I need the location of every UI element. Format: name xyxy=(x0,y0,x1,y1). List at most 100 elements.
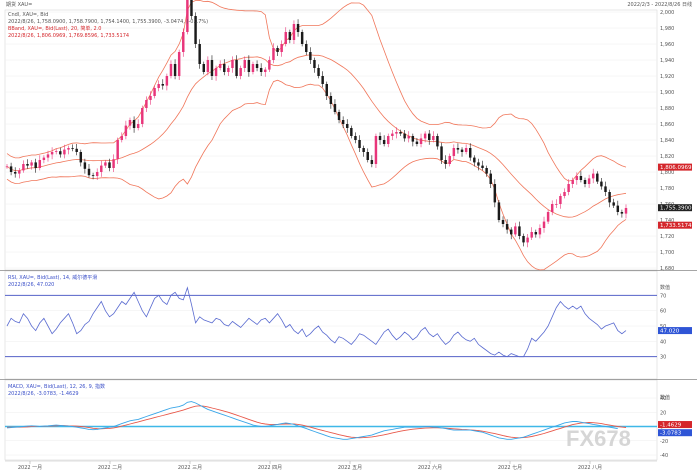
upper-band-label-bg xyxy=(658,163,692,171)
candle-body xyxy=(575,176,579,180)
candle-body xyxy=(346,124,349,128)
candle-body xyxy=(169,64,173,76)
rsi-y-tick-label: 60 xyxy=(660,309,666,315)
candle-body xyxy=(288,32,292,40)
macd-header-line-2: 2022/8/26, -3.0783, -1.4629 xyxy=(8,391,79,397)
rsi-panel-frame xyxy=(4,270,658,380)
candle-body xyxy=(497,202,501,220)
candle-body xyxy=(157,84,160,88)
candle-body xyxy=(30,162,33,166)
candle-body xyxy=(403,133,406,139)
candle-body xyxy=(538,228,542,235)
candle-body xyxy=(493,184,497,203)
price-y-tick-label: 1,900 xyxy=(660,90,674,96)
candle-body xyxy=(75,148,78,152)
price-y-tick-label: 1,680 xyxy=(660,266,674,272)
last-price-label: 1,755.3900 xyxy=(660,206,692,212)
candle-body xyxy=(567,184,570,192)
candle-body xyxy=(34,162,37,168)
macd-signal-label-bg xyxy=(658,421,692,429)
last-price-label-bg xyxy=(658,204,692,212)
candle-body xyxy=(112,159,115,168)
bband-upper xyxy=(6,0,627,182)
rsi-y-axis: 70 60 50 40 30 xyxy=(660,293,666,360)
rsi-axis-unit: 数值 xyxy=(660,284,670,291)
price-y-tick-label: 1,840 xyxy=(660,138,674,144)
x-axis-label: 2022 六月 xyxy=(418,464,442,471)
window-title: 期货 XAU= xyxy=(6,1,32,8)
candle-body xyxy=(223,64,226,72)
price-y-tick-label: 1,920 xyxy=(660,74,674,80)
candle-body xyxy=(300,32,304,44)
candle-body xyxy=(243,60,246,68)
candle-body xyxy=(522,236,525,243)
bband-middle xyxy=(6,54,627,218)
candle-body xyxy=(218,64,222,68)
candle-body xyxy=(50,152,54,155)
macd-y-tick-label: -20 xyxy=(660,439,668,445)
candle-body xyxy=(83,162,87,169)
candle-body xyxy=(366,152,369,160)
candle-body xyxy=(54,151,58,152)
candle-body xyxy=(329,96,333,104)
candle-body xyxy=(518,226,521,236)
price-header-line-3: BBand, XAU=, Bid(Last), 20, 简单, 2.0 xyxy=(8,25,101,32)
macd-axis-unit: 数值 xyxy=(660,394,670,401)
candle-body xyxy=(591,173,595,179)
price-y-axis: 2,000 1,980 1,960 1,940 1,920 1,900 1,880 1,860… xyxy=(660,10,674,272)
x-axis-label: 2022 三月 xyxy=(178,465,202,471)
candle-body xyxy=(22,164,25,171)
candle-body xyxy=(337,112,341,120)
candle-body xyxy=(428,133,431,140)
candle-body xyxy=(247,60,251,72)
candle-body xyxy=(612,202,615,206)
candle-body xyxy=(444,160,447,164)
candle-body xyxy=(391,133,394,136)
price-y-tick-label: 1,980 xyxy=(660,26,674,32)
bollinger-bands xyxy=(6,0,627,271)
price-y-tick-label: 1,960 xyxy=(660,42,674,48)
price-y-tick-label: 1,780 xyxy=(660,186,674,192)
candle-body xyxy=(120,136,124,140)
price-y-tick-label: 1,800 xyxy=(660,170,674,176)
candle-body xyxy=(542,221,546,228)
candle-body xyxy=(276,48,279,52)
candle-body xyxy=(46,154,50,158)
rsi-y-tick-label: 30 xyxy=(660,355,666,361)
rsi-line xyxy=(6,286,627,358)
candle-body xyxy=(411,136,415,142)
macd-y-tick-label: 40 xyxy=(660,396,666,402)
rsi-y-tick-label: 40 xyxy=(660,339,666,345)
candle-body xyxy=(124,125,128,136)
candle-body xyxy=(116,140,119,160)
candle-body xyxy=(505,224,509,230)
price-panel: 2,000 1,980 1,960 1,940 1,920 1,900 1,880 1,860… xyxy=(5,0,692,272)
candle-body xyxy=(165,76,169,86)
candle-body xyxy=(395,132,398,134)
macd-header-line-1: MACD, XAU=, Bid(Last), 12, 26, 9, 指数 xyxy=(8,383,105,390)
x-axis-label: 2022 一月 xyxy=(18,465,42,471)
candle-body xyxy=(71,148,74,149)
candle-body xyxy=(190,0,193,16)
candle-body xyxy=(309,52,312,60)
candle-body xyxy=(571,180,574,184)
candle-body xyxy=(624,208,628,214)
x-axis-label: 2022 八月 xyxy=(578,465,602,471)
x-axis-label: 2022 二月 xyxy=(98,465,122,471)
candle-body xyxy=(382,140,386,144)
candle-body xyxy=(235,60,238,76)
candle-body xyxy=(362,148,365,152)
candle-body xyxy=(26,164,29,166)
candle-body xyxy=(460,149,464,152)
rsi-value-label: 47.020 xyxy=(660,329,680,335)
candle-body xyxy=(198,44,201,64)
candle-body xyxy=(387,136,390,144)
price-value-labels: 1,806.0969 1,755.3900 1,733.5174 xyxy=(658,163,692,229)
candle-body xyxy=(255,64,259,68)
candle-body xyxy=(239,68,242,76)
candle-body xyxy=(251,64,255,72)
candle-body xyxy=(214,68,218,76)
macd-y-tick-label: -40 xyxy=(660,453,668,459)
macd-value-label-bg xyxy=(658,429,692,437)
